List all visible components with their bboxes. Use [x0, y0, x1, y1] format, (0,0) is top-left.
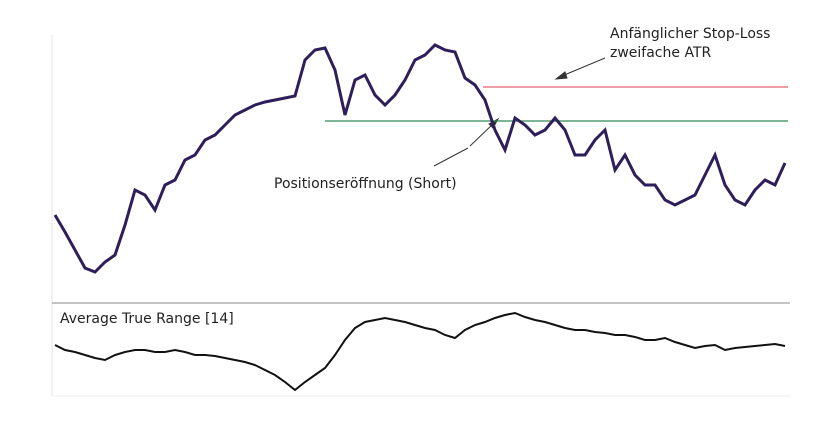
annotation: zweifache ATR	[610, 45, 711, 61]
line-series	[53, 43, 787, 274]
annotation: Positionseröffnung (Short)	[274, 176, 457, 192]
arrows	[433, 57, 606, 167]
line-series	[54, 311, 786, 392]
panel-title: Average True Range [14]	[60, 311, 234, 327]
annotation: Anfänglicher Stop-Loss	[610, 26, 770, 42]
